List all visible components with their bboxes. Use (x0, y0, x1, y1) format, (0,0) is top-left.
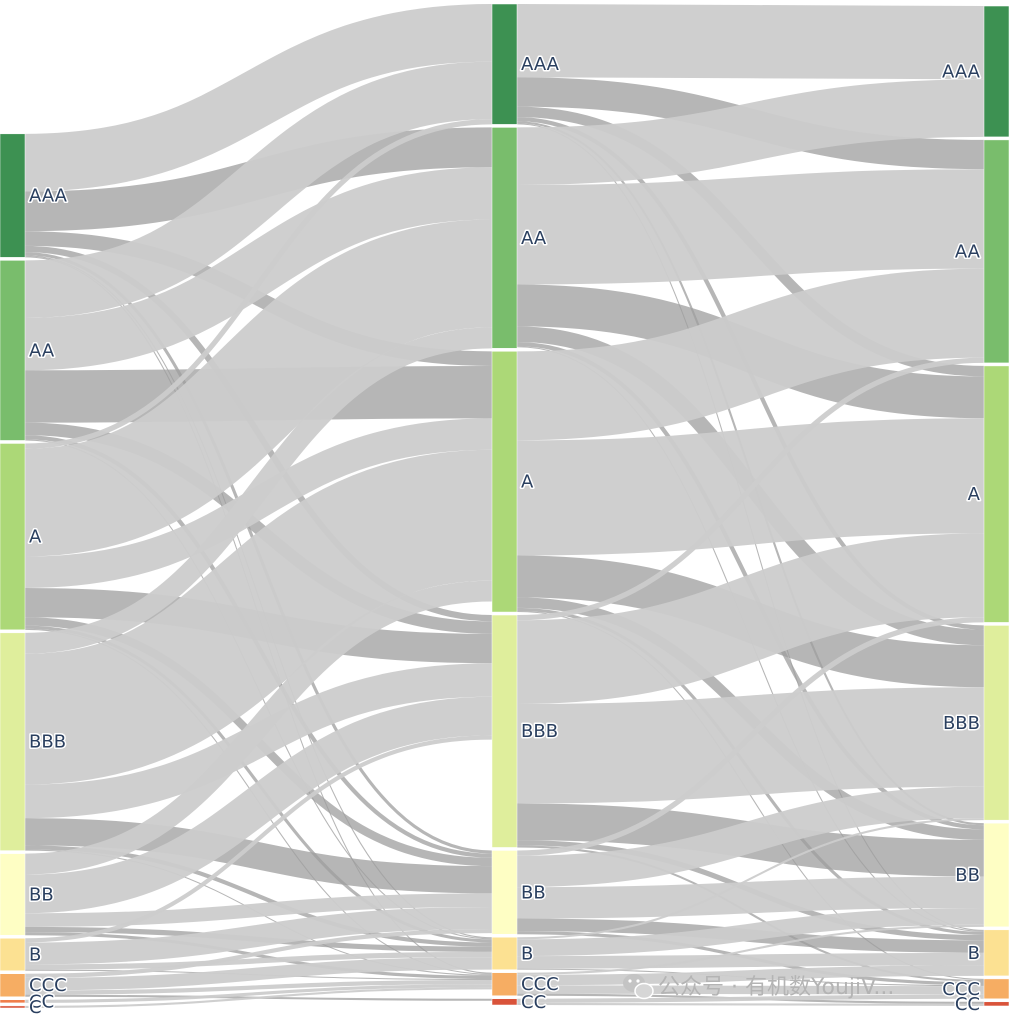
link-s1_CC-to-s2_CCC[interactable] (24, 984, 493, 1003)
node-label-s1_CCC: CCC (29, 975, 67, 996)
link-s2_B-to-s3_BBB[interactable] (516, 818, 985, 940)
labels-layer: AAAAAABBBBBBCCCCCCAAAAAABBBBBBCCCCCAAAAA… (28, 53, 983, 1020)
link-s1_C-to-s2_CCC[interactable] (24, 987, 493, 1008)
link-s2_BB-to-s3_A[interactable] (516, 617, 985, 856)
node-label-s2_BB: BB (521, 882, 546, 903)
link-s1_BBB-to-s2_A[interactable] (23, 449, 494, 785)
link-s2_AAA-to-s3_AAA[interactable] (516, 4, 985, 80)
node-s3_A[interactable] (983, 365, 1010, 623)
link-s2_BB-to-s3_BB[interactable] (516, 876, 985, 919)
link-s1_AAA-to-s2_AAA[interactable] (24, 3, 493, 192)
node-label-s2_BBB: BBB (521, 721, 558, 742)
link-s1_B-to-s2_BB[interactable] (24, 907, 493, 965)
node-s2_AA[interactable] (491, 127, 518, 349)
link-s1_BB-to-s2_BB[interactable] (24, 893, 493, 927)
node-label-s1_BBB: BBB (29, 732, 66, 753)
nodes-layer (0, 3, 1010, 1009)
node-s2_BBB[interactable] (491, 614, 518, 848)
node-s1_CC[interactable] (0, 999, 26, 1004)
link-s2_BBB-to-s3_AA[interactable] (516, 357, 985, 621)
node-s1_AA[interactable] (0, 260, 26, 441)
node-label-s3_BB: BB (955, 865, 980, 886)
link-s1_B-to-s2_B[interactable] (24, 951, 493, 970)
node-s3_CCC[interactable] (983, 978, 1010, 1000)
link-s1_AA-to-s2_AAA[interactable] (24, 61, 493, 318)
node-s1_BBB[interactable] (0, 632, 26, 851)
link-s1_CCC-to-s2_BB[interactable] (24, 928, 493, 978)
node-s2_A[interactable] (491, 351, 518, 613)
link-s1_A-to-s2_AAA[interactable] (24, 119, 493, 449)
node-s1_CCC[interactable] (0, 973, 26, 998)
link-s1_B-to-s2_BBB[interactable] (24, 735, 493, 943)
link-s1_CCC-to-s2_B[interactable] (24, 957, 493, 991)
node-label-s3_B: B (968, 943, 980, 964)
node-label-s3_AA: AA (955, 241, 981, 262)
link-s1_AA-to-s2_AA[interactable] (24, 167, 493, 371)
node-s3_BB[interactable] (983, 822, 1010, 928)
link-s2_AA-to-s3_AA[interactable] (516, 169, 985, 285)
node-s3_BBB[interactable] (983, 625, 1010, 821)
node-label-s1_AA: AA (29, 340, 55, 361)
node-s3_AA[interactable] (983, 139, 1010, 364)
link-s2_CCC-to-s3_B[interactable] (516, 965, 985, 986)
links-layer (23, 3, 985, 1008)
link-s1_A-to-s2_AA[interactable] (23, 219, 494, 557)
node-label-s1_C: C (29, 997, 42, 1018)
watermark-text: 公众号 · 有机数YoujiV... (658, 975, 894, 1000)
node-label-s2_B: B (521, 943, 533, 964)
node-label-s1_CC: CC (29, 991, 54, 1012)
node-label-s1_AAA: AAA (29, 186, 68, 207)
node-label-s3_CC: CC (955, 994, 980, 1015)
link-s2_B-to-s3_B[interactable] (516, 952, 985, 969)
node-label-s3_AAA: AAA (942, 61, 981, 82)
link-s1_CCC-to-s2_CCC[interactable] (24, 980, 493, 995)
node-label-s2_AAA: AAA (521, 54, 560, 75)
node-s1_B[interactable] (0, 938, 26, 971)
node-s2_B[interactable] (491, 936, 518, 970)
node-label-s2_A: A (521, 472, 534, 493)
node-label-s2_AA: AA (521, 228, 547, 249)
link-s1_BB-to-s2_BBB[interactable] (24, 696, 493, 914)
node-s3_AAA[interactable] (983, 5, 1010, 138)
link-s1_BBB-to-s2_BB[interactable] (24, 818, 493, 894)
link-s2_CC-to-s3_CCC[interactable] (516, 994, 985, 1003)
node-s2_AAA[interactable] (491, 3, 518, 125)
link-s2_BBB-to-s3_A[interactable] (516, 533, 985, 705)
link-s2_B-to-s3_BB[interactable] (516, 907, 985, 957)
link-s1_BB-to-s2_A[interactable] (24, 580, 493, 875)
node-s1_C[interactable] (0, 1005, 26, 1009)
node-label-s3_CCC: CCC (942, 979, 980, 1000)
node-s1_AAA[interactable] (0, 133, 26, 258)
node-s2_CC[interactable] (491, 998, 518, 1006)
link-s2_CCC-to-s3_BB[interactable] (516, 924, 985, 975)
node-s1_A[interactable] (0, 443, 26, 631)
link-s2_AA-to-s3_AAA[interactable] (516, 79, 985, 185)
link-s2_CCC-to-s3_CCC[interactable] (516, 985, 985, 995)
node-label-s3_BBB: BBB (943, 713, 980, 734)
link-s2_BBB-to-s3_BBB[interactable] (516, 687, 985, 804)
node-label-s2_CCC: CCC (521, 974, 559, 995)
node-label-s1_A: A (29, 527, 42, 548)
node-s3_CC[interactable] (983, 1001, 1010, 1007)
node-s3_B[interactable] (983, 929, 1010, 977)
node-label-s2_CC: CC (521, 992, 546, 1013)
watermark: 公众号 · 有机数YoujiV... (623, 974, 894, 1000)
node-s2_BB[interactable] (491, 850, 518, 935)
wechat-icon (623, 974, 654, 1000)
link-s2_CC-to-s3_CC[interactable] (516, 1002, 985, 1006)
link-s1_BBB-to-s2_AA[interactable] (24, 327, 493, 654)
node-s2_CCC[interactable] (491, 972, 518, 996)
node-label-s1_B: B (29, 945, 41, 966)
node-label-s1_BB: BB (29, 884, 54, 905)
node-s1_BB[interactable] (0, 853, 26, 936)
node-label-s3_A: A (968, 484, 981, 505)
link-s2_A-to-s3_AA[interactable] (516, 268, 985, 441)
link-s2_BB-to-s3_BBB[interactable] (516, 786, 985, 888)
